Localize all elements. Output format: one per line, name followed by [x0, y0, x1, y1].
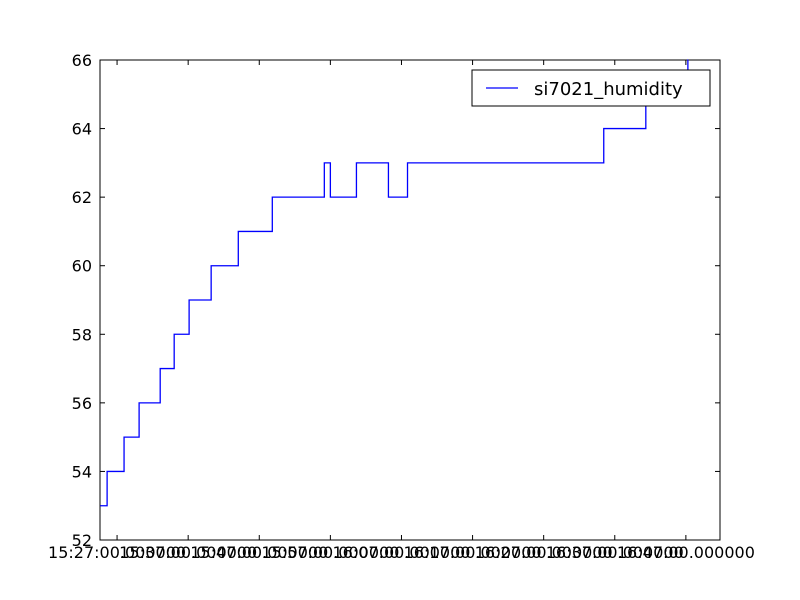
- x-tick-label: 15:37:00.000000: [119, 543, 257, 562]
- x-tick-label: 16:27:00.000000: [475, 543, 613, 562]
- x-tick-label: 16:07:00.000000: [332, 543, 470, 562]
- x-tick-label: 15:47:00.000000: [190, 543, 328, 562]
- x-tick-label: 16:47:00.000000: [617, 543, 755, 562]
- y-tick-label: 56: [72, 394, 92, 413]
- x-tick-label: 15:57:00.000000: [261, 543, 399, 562]
- y-tick-label: 60: [72, 257, 92, 276]
- y-tick-label: 54: [72, 462, 92, 481]
- x-tick-label: 16:17:00.000000: [404, 543, 542, 562]
- y-tick-label: 58: [72, 325, 92, 344]
- x-tick-label: 15:27:00.000000: [48, 543, 186, 562]
- y-tick-label: 62: [72, 188, 92, 207]
- y-tick-label: 66: [72, 51, 92, 70]
- data-line: [100, 59, 689, 507]
- y-tick-label: 64: [72, 120, 92, 139]
- y-tick-label: 52: [72, 531, 92, 550]
- x-tick-label: 16:37:00.000000: [546, 543, 684, 562]
- legend-label: si7021_humidity: [534, 79, 683, 100]
